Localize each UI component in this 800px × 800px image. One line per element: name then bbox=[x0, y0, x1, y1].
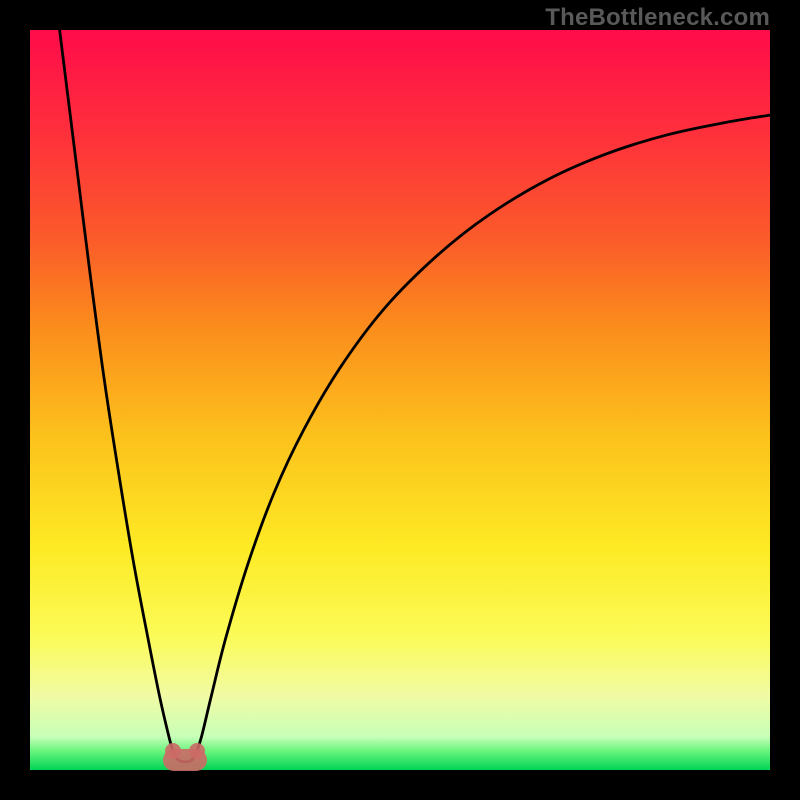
bottleneck-curve bbox=[60, 30, 770, 762]
outer-frame: TheBottleneck.com bbox=[0, 0, 800, 800]
dip-marker-2 bbox=[163, 749, 207, 771]
plot-area bbox=[30, 30, 770, 770]
curve-layer bbox=[30, 30, 770, 770]
watermark-text: TheBottleneck.com bbox=[545, 4, 770, 32]
